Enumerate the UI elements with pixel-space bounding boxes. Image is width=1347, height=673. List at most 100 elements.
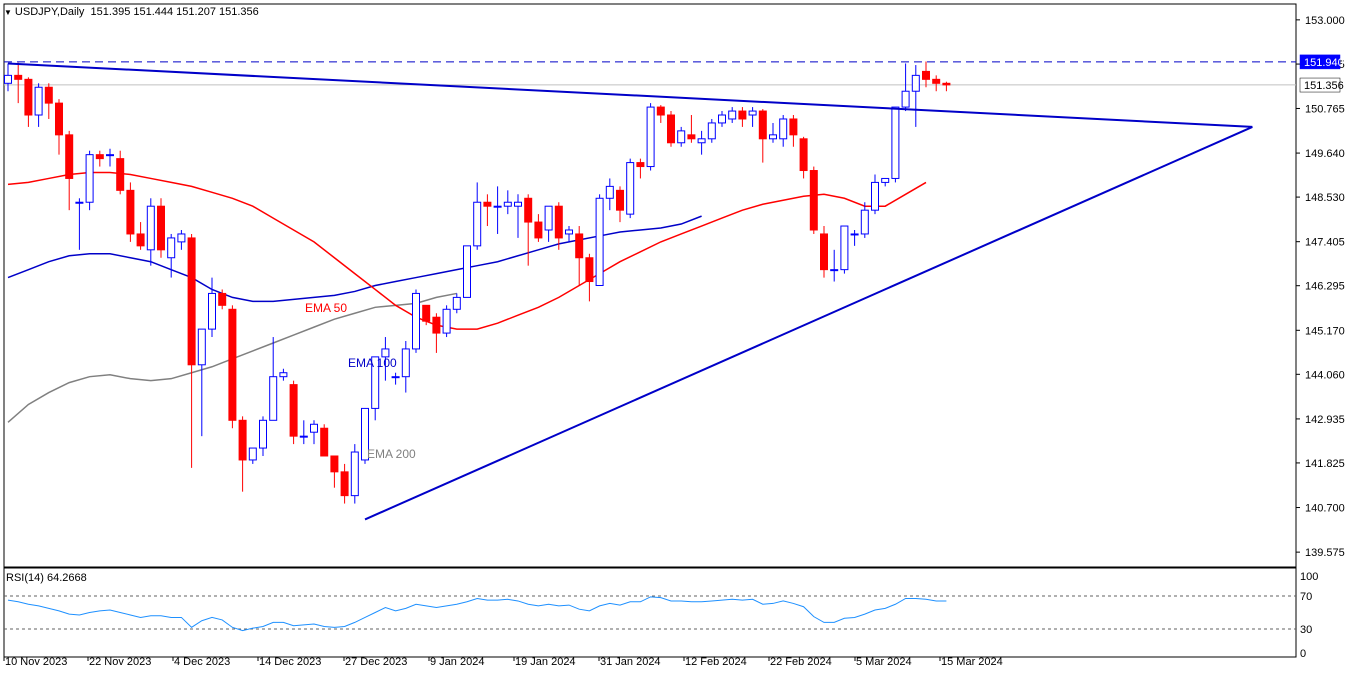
candle: [391, 376, 400, 379]
price-tick-label: 142.935: [1305, 414, 1345, 426]
rsi-line: [7, 596, 947, 632]
ema-annotation: EMA 100: [348, 356, 397, 370]
candle: [544, 205, 553, 231]
time-axis-label: 22 Feb 2024: [770, 656, 832, 668]
candle: [605, 185, 614, 199]
price-highlight-label: 151.356: [1304, 80, 1344, 92]
candle: [575, 233, 584, 259]
candle: [911, 74, 920, 92]
candle: [769, 134, 777, 140]
candle: [371, 356, 380, 409]
time-axis-label: 22 Nov 2023: [89, 656, 151, 668]
candle: [146, 205, 155, 251]
price-tick-label: 145.170: [1305, 325, 1345, 337]
price-tick-label: 147.405: [1305, 237, 1345, 249]
candle: [350, 451, 359, 497]
candle: [126, 189, 135, 235]
price-highlight-box: [1299, 54, 1341, 70]
candle: [279, 372, 288, 378]
candle: [320, 427, 329, 457]
time-axis-label: 14 Dec 2023: [259, 656, 321, 668]
candle: [881, 177, 890, 183]
candle: [626, 162, 635, 215]
candle: [340, 471, 349, 497]
candle: [106, 154, 114, 157]
resistance-trendline[interactable]: [7, 62, 1253, 128]
price-tick-label: 141.825: [1305, 458, 1345, 470]
support-trendline[interactable]: [364, 125, 1253, 521]
candle: [44, 86, 53, 104]
candle: [656, 106, 665, 116]
price-tick-label: 140.700: [1305, 503, 1345, 515]
time-axis-label: 4 Dec 2023: [174, 656, 230, 668]
candle: [238, 419, 247, 461]
candle: [483, 201, 492, 207]
candle: [228, 308, 237, 421]
rsi-tick-label: 0: [1300, 648, 1306, 660]
candle: [901, 90, 910, 108]
candle: [748, 110, 757, 116]
time-axis-label: 15 Mar 2024: [941, 656, 1003, 668]
candle: [514, 201, 522, 207]
candle: [463, 245, 471, 298]
rsi-tick-label: 30: [1300, 624, 1312, 636]
candle: [697, 138, 706, 144]
candle: [860, 209, 869, 235]
time-axis-label: 19 Jan 2024: [515, 656, 576, 668]
candle: [85, 154, 94, 203]
time-axis-label: 27 Dec 2023: [345, 656, 407, 668]
price-panel-frame: [3, 3, 1297, 568]
candle: [248, 447, 257, 461]
candle: [707, 122, 716, 140]
candle: [361, 407, 369, 461]
price-tick-label: 149.640: [1305, 148, 1345, 160]
candle: [687, 134, 696, 140]
candle: [330, 455, 339, 473]
price-tick-label: 144.060: [1305, 369, 1345, 381]
candle: [197, 328, 206, 366]
time-axis-label: 12 Feb 2024: [685, 656, 747, 668]
candle: [4, 74, 12, 84]
symbol-label: USDJPY,Daily: [14, 6, 85, 18]
candle: [289, 384, 298, 437]
price-tick-label: 150.765: [1305, 103, 1345, 115]
candle: [452, 296, 461, 310]
candle: [473, 201, 482, 247]
candle: [422, 304, 431, 322]
time-axis-label: 10 Nov 2023: [5, 656, 67, 668]
candle: [554, 205, 563, 239]
candle: [412, 292, 420, 350]
chart-header: ▼ USDJPY,Daily 151.395 151.444 151.207 15…: [4, 6, 259, 18]
candle: [24, 78, 33, 116]
price-tick-label: 153.000: [1305, 15, 1345, 27]
candle: [738, 110, 747, 120]
candle: [616, 189, 624, 211]
price-tick-label: 146.295: [1305, 281, 1345, 293]
price-tick-label: 148.530: [1305, 192, 1345, 204]
candle: [432, 316, 441, 334]
candle: [442, 308, 451, 334]
candle: [34, 86, 43, 116]
time-axis-label: 5 Mar 2024: [856, 656, 912, 668]
candle: [667, 114, 675, 144]
candle: [677, 130, 686, 144]
dropdown-arrow-icon[interactable]: ▼: [4, 8, 12, 17]
candle: [779, 118, 788, 140]
candle: [310, 423, 318, 433]
rsi-panel-frame: [3, 567, 1297, 658]
time-axis-label: 31 Jan 2024: [600, 656, 661, 668]
candle: [269, 376, 278, 421]
candle: [55, 102, 63, 136]
candle: [565, 229, 573, 235]
candle: [646, 106, 655, 168]
candle: [840, 225, 849, 271]
candle: [177, 233, 186, 243]
candle: [922, 70, 930, 80]
candle: [75, 201, 84, 204]
ema50-line: [7, 171, 927, 330]
candle: [116, 158, 125, 191]
candle: [157, 205, 165, 251]
candle: [136, 233, 145, 247]
candle: [799, 138, 808, 172]
